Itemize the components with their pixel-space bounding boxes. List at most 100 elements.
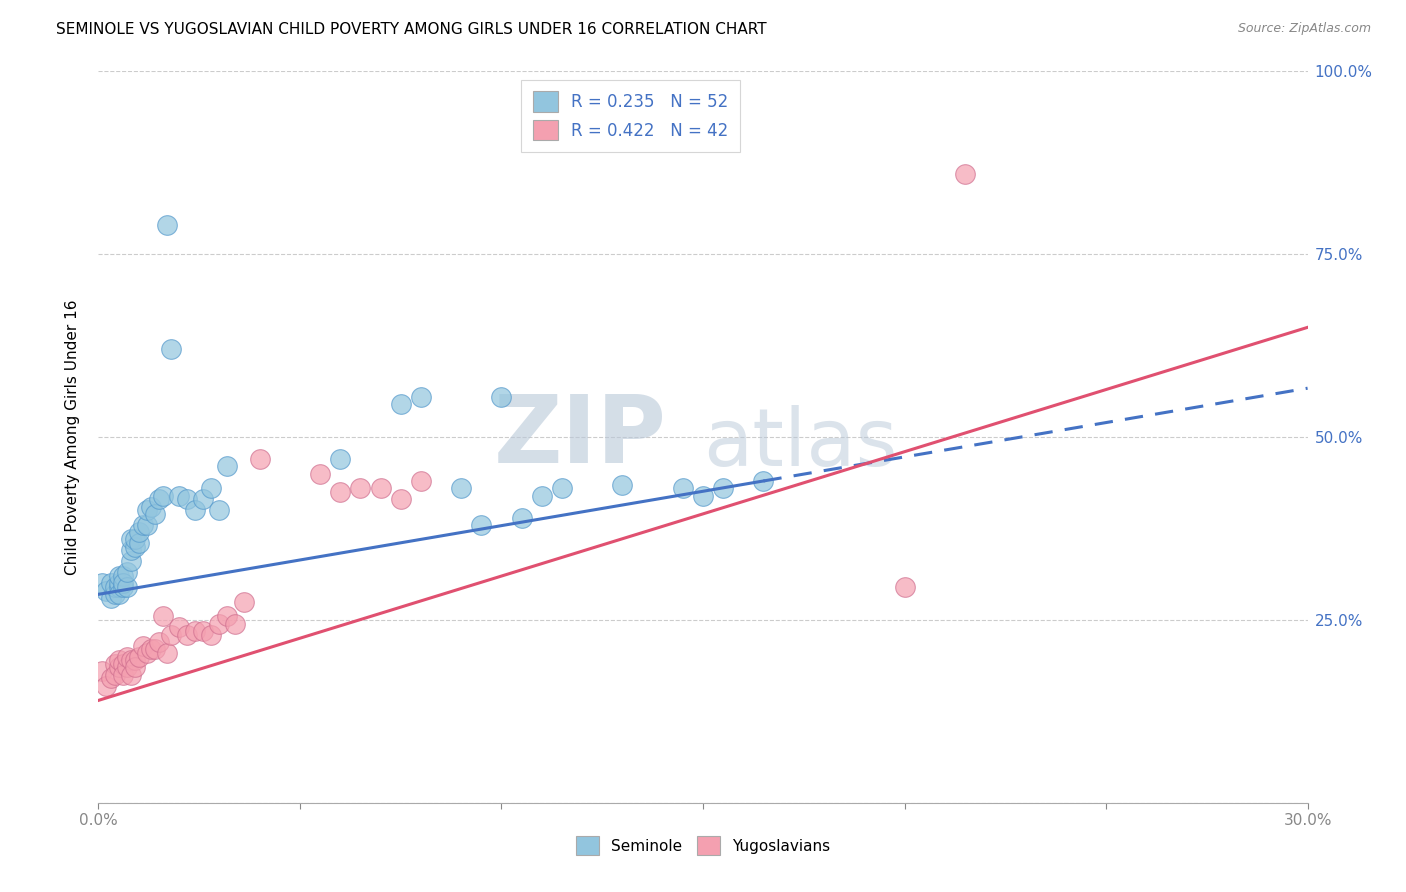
Point — [148, 492, 170, 507]
Point — [389, 492, 412, 507]
Point — [103, 587, 125, 601]
Point — [217, 609, 239, 624]
Point — [128, 649, 150, 664]
Point — [135, 517, 157, 532]
Text: Source: ZipAtlas.com: Source: ZipAtlas.com — [1237, 22, 1371, 36]
Point — [124, 540, 146, 554]
Point — [193, 624, 215, 638]
Point — [107, 580, 129, 594]
Point — [156, 646, 179, 660]
Point — [551, 481, 574, 495]
Point — [953, 167, 976, 181]
Point — [167, 489, 190, 503]
Point — [115, 649, 138, 664]
Point — [309, 467, 332, 481]
Point — [124, 653, 146, 667]
Point — [100, 672, 122, 686]
Point — [184, 503, 207, 517]
Point — [193, 492, 215, 507]
Point — [100, 591, 122, 605]
Point — [893, 580, 915, 594]
Point — [124, 660, 146, 674]
Point — [115, 580, 138, 594]
Point — [752, 474, 775, 488]
Point — [120, 554, 142, 568]
Point — [160, 343, 183, 357]
Point — [128, 525, 150, 540]
Point — [124, 533, 146, 547]
Point — [91, 576, 114, 591]
Point — [711, 481, 734, 495]
Point — [107, 576, 129, 591]
Point — [96, 583, 118, 598]
Point — [107, 653, 129, 667]
Point — [184, 624, 207, 638]
Point — [96, 679, 118, 693]
Point — [491, 390, 513, 404]
Point — [470, 517, 492, 532]
Point — [103, 657, 125, 671]
Point — [120, 533, 142, 547]
Point — [176, 627, 198, 641]
Point — [329, 452, 352, 467]
Point — [132, 517, 155, 532]
Point — [111, 580, 134, 594]
Point — [152, 489, 174, 503]
Text: atlas: atlas — [703, 405, 897, 483]
Point — [139, 642, 162, 657]
Point — [111, 667, 134, 681]
Point — [200, 627, 222, 641]
Point — [208, 503, 231, 517]
Point — [510, 510, 533, 524]
Point — [132, 639, 155, 653]
Point — [612, 477, 634, 491]
Point — [349, 481, 371, 495]
Point — [128, 536, 150, 550]
Point — [329, 485, 352, 500]
Text: SEMINOLE VS YUGOSLAVIAN CHILD POVERTY AMONG GIRLS UNDER 16 CORRELATION CHART: SEMINOLE VS YUGOSLAVIAN CHILD POVERTY AM… — [56, 22, 766, 37]
Point — [160, 627, 183, 641]
Point — [115, 660, 138, 674]
Point — [208, 616, 231, 631]
Point — [107, 587, 129, 601]
Point — [143, 642, 166, 657]
Point — [217, 459, 239, 474]
Point — [409, 474, 432, 488]
Point — [176, 492, 198, 507]
Point — [450, 481, 472, 495]
Point — [111, 657, 134, 671]
Point — [107, 660, 129, 674]
Point — [111, 569, 134, 583]
Point — [389, 397, 412, 411]
Point — [100, 576, 122, 591]
Point — [370, 481, 392, 495]
Point — [120, 543, 142, 558]
Text: ZIP: ZIP — [494, 391, 666, 483]
Point — [143, 507, 166, 521]
Point — [672, 481, 695, 495]
Point — [249, 452, 271, 467]
Point — [692, 489, 714, 503]
Point — [167, 620, 190, 634]
Point — [103, 667, 125, 681]
Point — [139, 500, 162, 514]
Point — [148, 635, 170, 649]
Legend: Seminole, Yugoslavians: Seminole, Yugoslavians — [569, 830, 837, 861]
Point — [103, 580, 125, 594]
Point — [156, 218, 179, 232]
Y-axis label: Child Poverty Among Girls Under 16: Child Poverty Among Girls Under 16 — [65, 300, 80, 574]
Point — [111, 576, 134, 591]
Point — [200, 481, 222, 495]
Point — [115, 566, 138, 580]
Point — [107, 569, 129, 583]
Point — [91, 664, 114, 678]
Point — [152, 609, 174, 624]
Point — [409, 390, 432, 404]
Point — [120, 667, 142, 681]
Point — [232, 594, 254, 608]
Point — [120, 653, 142, 667]
Point — [530, 489, 553, 503]
Point — [224, 616, 246, 631]
Point — [135, 503, 157, 517]
Point — [135, 646, 157, 660]
